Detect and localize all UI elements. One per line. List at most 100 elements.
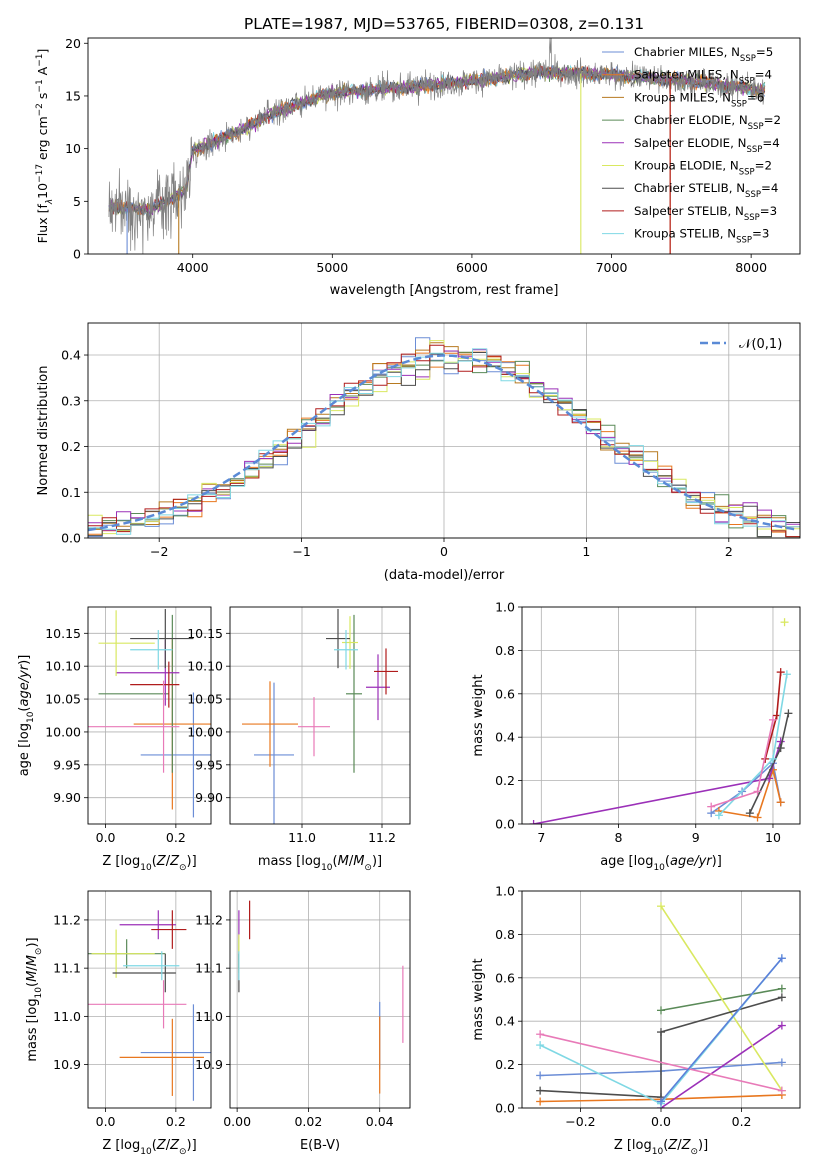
plot-area-weight_vs_Z xyxy=(536,902,786,1108)
label-part: ( xyxy=(333,854,338,869)
legend-tail: =3 xyxy=(760,204,777,218)
weight-series xyxy=(780,618,789,627)
plot-area-mass_vs_ebv xyxy=(238,900,404,1094)
label-part: −2 xyxy=(35,103,45,116)
weight-series xyxy=(714,765,785,822)
label-part: Z xyxy=(681,1138,692,1153)
legend-tail: =5 xyxy=(756,45,773,59)
weight-line xyxy=(533,741,782,824)
x-tick-label: 8000 xyxy=(735,260,767,275)
legend-entry: Kroupa ELODIE, NSSP=2 xyxy=(634,159,772,178)
legend-sub: SSP xyxy=(739,168,755,178)
label-part: s xyxy=(35,93,50,104)
error-cross xyxy=(130,608,194,669)
y-tick-label: 11.0 xyxy=(53,1009,81,1024)
x-tick-label: 7 xyxy=(537,830,545,845)
x-tick-label: 0.0 xyxy=(651,1114,671,1129)
error-cross xyxy=(88,680,180,773)
error-cross xyxy=(112,953,176,993)
label-part: M xyxy=(25,971,40,982)
x-axis-label: (data-model)/error xyxy=(384,568,505,583)
x-tick-label: 0.2 xyxy=(732,1114,752,1129)
x-tick-label: 11.2 xyxy=(368,830,396,845)
label-part: / xyxy=(677,1138,682,1153)
y-tick-label: 10.05 xyxy=(45,692,81,707)
y-tick-label: 1.0 xyxy=(495,884,515,899)
axes-frame xyxy=(87,322,801,539)
y-tick-label: 11.0 xyxy=(195,1009,223,1024)
legend-name: Chabrier MILES, N xyxy=(634,45,740,59)
y-tick-label: 0.8 xyxy=(495,643,515,658)
axis-label: Z [log10(Z/Z⊙)] xyxy=(102,854,196,873)
legend-entry: Salpeter ELODIE, NSSP=4 xyxy=(634,136,780,155)
label-part: Flux [f xyxy=(35,204,50,244)
label-part: / xyxy=(166,854,171,869)
label-part: ( xyxy=(152,1138,157,1153)
y-tick-label: 10.00 xyxy=(45,724,81,739)
axes-mass_vs_Z: 0.0 0.210.911.011.111.2Z [log10(Z/Z⊙)]mas… xyxy=(25,890,212,1157)
legend-tail: =4 xyxy=(761,181,778,195)
label-part: )] xyxy=(698,1138,708,1153)
legend-sub: SSP xyxy=(731,99,747,109)
y-tick-label: 0.4 xyxy=(61,348,81,363)
x-tick-label: −1 xyxy=(292,544,310,559)
legend-sub: SSP xyxy=(746,145,762,155)
label-part: −1 xyxy=(35,54,45,67)
y-axis-label: Flux [fλ10−17 erg cm−2 s−1 A−1] xyxy=(35,49,55,244)
label-part: )] xyxy=(187,854,197,869)
x-tick-label: −0.2 xyxy=(565,1114,595,1129)
legend-tail: =4 xyxy=(762,136,779,150)
x-tick-label: 6000 xyxy=(456,260,488,275)
y-tick-label: 0.3 xyxy=(61,393,81,408)
y-tick-label: 0.0 xyxy=(61,531,81,546)
legend-entry: Chabrier STELIB, NSSP=4 xyxy=(634,181,778,200)
axes-age_vs_Z: 0.0 0.2 9.90 9.95 10.00 10.05 10.10 10.15 Z [log… xyxy=(17,606,212,873)
x-tick-label: 0.00 xyxy=(223,1114,251,1129)
label-part: Z xyxy=(169,1138,180,1153)
plot-area-residuals xyxy=(88,337,800,538)
x-tick-label: 0.02 xyxy=(294,1114,322,1129)
axes-frame xyxy=(87,606,212,825)
weight-line xyxy=(660,957,783,1103)
label-part: )] xyxy=(17,655,32,665)
y-tick-label: 0.4 xyxy=(495,1014,515,1029)
y-tick-label: 0.2 xyxy=(495,773,515,788)
y-tick-label: 11.2 xyxy=(195,912,223,927)
figure-title: PLATE=1987, MJD=53765, FIBERID=0308, z=0… xyxy=(244,15,644,33)
y-tick-label: 10.00 xyxy=(187,724,223,739)
error-cross xyxy=(130,661,180,708)
weight-line xyxy=(718,674,788,816)
x-tick-label: 0.0 xyxy=(96,830,116,845)
label-part: ( xyxy=(25,982,40,987)
label-part: ] xyxy=(35,49,50,54)
x-tick-label: 1 xyxy=(582,544,590,559)
label-part: −1 xyxy=(35,79,45,92)
y-axis-label: mass weight xyxy=(471,674,486,756)
label-part: ( xyxy=(152,854,157,869)
y-tick-label: 0.2 xyxy=(61,439,81,454)
legend-name: Chabrier ELODIE, N xyxy=(634,113,748,127)
label-part: mass [log xyxy=(25,998,40,1061)
legend-entry: 𝒩(0,1) xyxy=(739,337,782,352)
plot-area-weight_vs_age xyxy=(529,618,793,824)
y-tick-label: 11.2 xyxy=(53,912,81,927)
label-part: M xyxy=(353,854,364,869)
normal-curve xyxy=(88,354,798,532)
axes-weight_vs_Z: −0.2 0.0 0.2 0.0 0.2 0.4 0.6 0.8 1.0 mass weight Z… xyxy=(471,884,801,1157)
label-part: M xyxy=(25,955,40,966)
error-cross xyxy=(98,610,155,677)
weight-line xyxy=(539,1033,783,1092)
legend-tail: =2 xyxy=(764,113,781,127)
y-tick-label: 0.6 xyxy=(495,970,515,985)
error-cross xyxy=(254,682,294,824)
axis-label: Z [log10(Z/Z⊙)] xyxy=(614,1138,708,1157)
error-cross xyxy=(119,1018,204,1096)
x-tick-label: 7000 xyxy=(596,260,628,275)
plot-area-age_vs_mass xyxy=(242,608,398,824)
plot-area-age_vs_Z xyxy=(88,608,211,818)
x-axis-label: wavelength [Angstrom, rest frame] xyxy=(330,283,559,298)
label-part: λ xyxy=(45,199,55,205)
weight-series xyxy=(657,954,786,1106)
y-axis-label: mass weight xyxy=(471,958,486,1040)
weight-line xyxy=(660,905,783,1092)
